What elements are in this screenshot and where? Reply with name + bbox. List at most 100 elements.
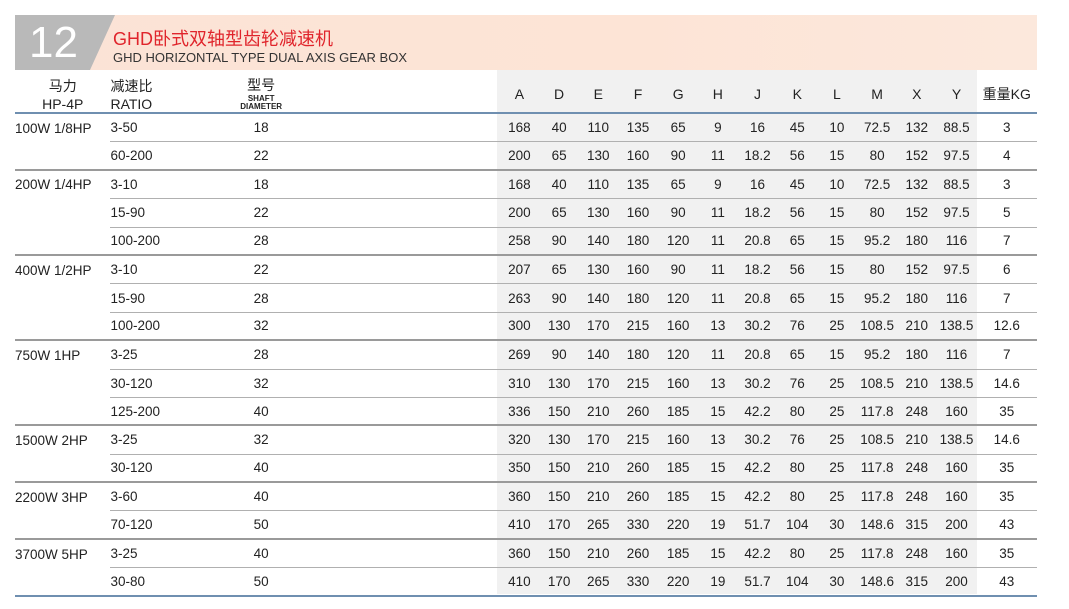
- dim-cell: 210: [578, 398, 618, 427]
- dim-cell: 117.8: [857, 455, 898, 484]
- shaft-cell: 28: [220, 228, 302, 256]
- dim-cell: 80: [857, 142, 898, 171]
- dim-cell: 16: [737, 114, 778, 143]
- col-x: X: [897, 75, 937, 114]
- dim-cell: 160: [936, 455, 977, 484]
- dim-cell: 97.5: [936, 256, 977, 285]
- model-en1: SHAFT: [247, 94, 275, 103]
- hp-cell: 1500W 2HP: [15, 432, 88, 448]
- ratio-cell: 3-25: [110, 426, 221, 455]
- dim-cell: 13: [698, 370, 738, 398]
- shaft-cell: 22: [220, 142, 302, 171]
- dim-cell: 11: [698, 256, 738, 285]
- shaft-cell: 22: [220, 256, 302, 285]
- dim-cell: 15: [698, 398, 738, 427]
- spacer-cell: [301, 540, 500, 569]
- col-ratio: 减速比 RATIO: [110, 75, 221, 114]
- spacer-cell: [301, 426, 500, 455]
- dim-cell: 116: [936, 228, 977, 256]
- dim-cell: 25: [816, 540, 858, 569]
- dim-cell: 76: [777, 313, 817, 342]
- dim-cell: 263: [499, 284, 540, 313]
- shaft-cell: 28: [220, 341, 302, 370]
- weight-cell: 35: [976, 398, 1037, 427]
- dim-cell: 104: [777, 568, 817, 597]
- dim-cell: 72.5: [857, 171, 898, 200]
- dim-cell: 97.5: [936, 142, 977, 171]
- dim-cell: 65: [777, 228, 817, 256]
- weight-cell: 43: [976, 511, 1037, 540]
- dim-cell: 65: [539, 142, 579, 171]
- dim-cell: 130: [578, 142, 618, 171]
- title-chinese: GHD卧式双轴型齿轮减速机: [113, 29, 333, 49]
- hp-cell: 200W 1/4HP: [15, 177, 92, 193]
- dim-cell: 108.5: [857, 426, 898, 455]
- ratio-cell: 3-25: [110, 540, 221, 569]
- dim-cell: 315: [897, 511, 937, 540]
- table-row: 30-80 50 410 170 265 330 220 19 51.7 104 30 148.6 31…: [15, 568, 1037, 597]
- ratio-cell: 15-90: [110, 284, 221, 313]
- hp-cell: [15, 199, 110, 227]
- dim-cell: 138.5: [936, 426, 977, 455]
- weight-cell: 14.6: [976, 370, 1037, 398]
- dim-cell: 220: [658, 568, 699, 597]
- hp-en: HP-4P: [42, 95, 84, 112]
- dim-cell: 20.8: [737, 228, 778, 256]
- col-d: D: [539, 75, 579, 114]
- dim-cell: 160: [617, 142, 659, 171]
- dim-cell: 95.2: [857, 228, 898, 256]
- dim-cell: 15: [816, 228, 858, 256]
- dim-cell: 207: [499, 256, 540, 285]
- dim-cell: 160: [658, 426, 699, 455]
- dim-cell: 150: [539, 398, 579, 427]
- dim-cell: 65: [658, 114, 699, 143]
- shaft-cell: 50: [220, 568, 302, 597]
- dim-cell: 11: [698, 142, 738, 171]
- ratio-cell: 30-120: [110, 370, 221, 398]
- dim-cell: 117.8: [857, 540, 898, 569]
- ratio-cell: 3-10: [110, 256, 221, 285]
- dim-cell: 140: [578, 228, 618, 256]
- dim-cell: 80: [857, 199, 898, 228]
- dim-cell: 25: [816, 426, 858, 455]
- dim-cell: 200: [499, 142, 540, 171]
- dim-cell: 310: [499, 370, 540, 398]
- ratio-cn: 减速比: [110, 77, 153, 94]
- dim-cell: 56: [777, 256, 817, 285]
- dim-cell: 25: [816, 455, 858, 484]
- dim-cell: 90: [658, 142, 699, 171]
- dim-cell: 15: [698, 455, 738, 484]
- dim-cell: 130: [578, 256, 618, 285]
- col-y: Y: [936, 75, 977, 114]
- dim-cell: 56: [777, 199, 817, 228]
- dim-cell: 148.6: [857, 568, 898, 597]
- weight-cell: 6: [976, 256, 1037, 285]
- dim-cell: 40: [539, 114, 579, 143]
- hp-cell: [15, 398, 111, 427]
- dim-cell: 15: [816, 284, 858, 313]
- table-row: 200W 1/4HP 3-10 18 168 40 110 135 65 9 16 45 10 72.5…: [15, 171, 1037, 200]
- table-row: 3700W 5HP 3-25 40 360 150 210 260 185 15 42.2 80 25…: [15, 540, 1037, 569]
- dim-cell: 13: [698, 426, 738, 455]
- table-row: 70-120 50 410 170 265 330 220 19 51.7 104 30 148.6 3…: [15, 511, 1037, 540]
- ratio-cell: 15-90: [110, 199, 221, 228]
- dim-cell: 410: [499, 511, 540, 540]
- dim-cell: 45: [777, 171, 817, 200]
- dim-cell: 248: [897, 455, 937, 484]
- dim-cell: 56: [777, 142, 817, 171]
- dim-cell: 215: [617, 426, 659, 455]
- dim-cell: 9: [698, 114, 738, 143]
- dim-cell: 65: [777, 341, 817, 370]
- dim-cell: 150: [539, 540, 579, 569]
- dim-cell: 90: [539, 341, 579, 370]
- dim-cell: 215: [617, 313, 659, 342]
- dim-cell: 160: [936, 398, 977, 427]
- dim-cell: 185: [658, 398, 699, 427]
- weight-cell: 14.6: [976, 426, 1037, 455]
- dim-cell: 40: [539, 171, 579, 200]
- spacer-cell: [301, 370, 500, 398]
- dim-cell: 248: [897, 540, 937, 569]
- dim-cell: 260: [617, 540, 659, 569]
- model-cn: 型号: [247, 77, 276, 93]
- table-row: 400W 1/2HP 3-10 22 207 65 130 160 90 11 18.2 56 15 8…: [15, 256, 1037, 285]
